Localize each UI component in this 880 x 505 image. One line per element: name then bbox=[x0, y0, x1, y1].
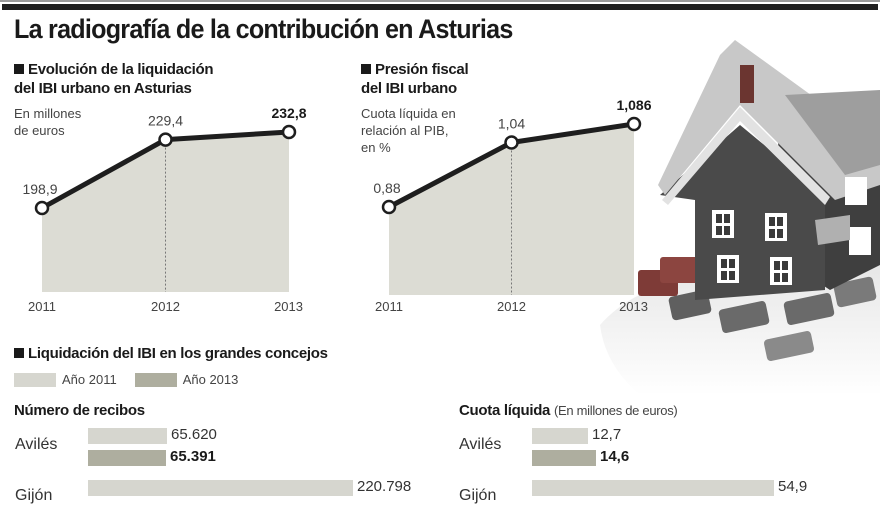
chart1-point bbox=[281, 124, 297, 140]
chart1-value-label: 232,8 bbox=[271, 105, 306, 121]
chart1-title-line1: Evolución de la liquidación bbox=[28, 61, 214, 78]
recibos-bar-value-label: 65.391 bbox=[170, 448, 216, 465]
top-rule-thick bbox=[2, 4, 878, 10]
recibos-bar-2011 bbox=[88, 480, 353, 496]
city-label-aviles-cuota: Avilés bbox=[459, 436, 502, 453]
city-label-gijon-cuota: Gijón bbox=[459, 487, 497, 504]
chart1-unit-line2: de euros bbox=[14, 123, 65, 138]
square-bullet-icon bbox=[361, 64, 371, 74]
chart2-x-tick-label: 2011 bbox=[375, 299, 403, 314]
legend-item-2013: Año 2013 bbox=[134, 372, 239, 387]
legend-label-2011: Año 2011 bbox=[62, 372, 117, 387]
chart2-x-tick-label: 2013 bbox=[619, 299, 648, 314]
recibos-title: Número de recibos bbox=[14, 402, 145, 419]
chart1-point bbox=[34, 200, 50, 216]
chart1-value-label: 198,9 bbox=[22, 181, 57, 197]
legend-label-2013: Año 2013 bbox=[182, 372, 239, 387]
chart1-x-tick-label: 2011 bbox=[28, 299, 56, 314]
chart1-point bbox=[158, 132, 173, 147]
chart2-unit-line1: Cuota líquida en bbox=[361, 106, 456, 121]
recibos-bar-2013 bbox=[88, 450, 166, 466]
chart2-value-label: 0,88 bbox=[373, 180, 400, 196]
cuota-bar-2013 bbox=[532, 450, 596, 466]
recibos-bar-2011 bbox=[88, 428, 167, 444]
chart2-title-line1: Presión fiscal bbox=[375, 61, 469, 78]
city-label-aviles-recibos: Avilés bbox=[15, 436, 58, 453]
section3-title-text: Liquidación del IBI en los grandes conce… bbox=[28, 345, 328, 362]
chart2-unit: Cuota líquida en relación al PIB, en % bbox=[361, 105, 456, 156]
city-label-gijon-recibos: Gijón bbox=[15, 487, 53, 504]
cuota-bar-value-label: 54,9 bbox=[778, 478, 808, 495]
chart2-point bbox=[504, 135, 519, 150]
chart2-value-label: 1,04 bbox=[498, 116, 525, 132]
chart2-title: Presión fiscal del IBI urbano bbox=[361, 60, 469, 98]
cuota-note: (En millones de euros) bbox=[553, 403, 678, 418]
chart1-unit-line1: En millones bbox=[14, 106, 82, 121]
square-bullet-icon bbox=[14, 348, 24, 358]
legend: Año 2011 Año 2013 bbox=[14, 372, 256, 387]
legend-swatch-2011 bbox=[14, 372, 56, 387]
chart2-title-line2: del IBI urbano bbox=[361, 80, 457, 97]
chart2-unit-line2: relación al PIB, bbox=[361, 123, 449, 138]
legend-item-2011: Año 2011 bbox=[14, 372, 117, 387]
top-rule-thin bbox=[0, 0, 880, 2]
page-title: La radiografía de la contribución en Ast… bbox=[14, 14, 513, 44]
chart2-area bbox=[389, 124, 634, 295]
cuota-bar-value-label: 12,7 bbox=[592, 426, 622, 443]
cuota-bar-value-label: 14,6 bbox=[600, 448, 630, 465]
chart1-title: Evolución de la liquidación del IBI urba… bbox=[14, 60, 214, 98]
house-icon bbox=[658, 40, 880, 300]
chart2-unit-line3: en % bbox=[361, 140, 391, 155]
chart1-x-tick-label: 2013 bbox=[274, 299, 303, 314]
cuota-title-text: Cuota líquida bbox=[459, 402, 551, 419]
chart1-value-label: 229,4 bbox=[148, 113, 183, 129]
legend-swatch-2013 bbox=[134, 372, 177, 387]
chart1-x-tick-label: 2012 bbox=[151, 299, 180, 314]
cuota-bar-2011 bbox=[532, 428, 588, 444]
house-calculator-illustration bbox=[600, 40, 880, 395]
section3-title: Liquidación del IBI en los grandes conce… bbox=[14, 344, 328, 363]
chart2-point bbox=[626, 116, 642, 132]
cuota-title: Cuota líquida (En millones de euros) bbox=[459, 402, 678, 419]
chart1-title-line2: del IBI urbano en Asturias bbox=[14, 80, 192, 97]
chart2-x-tick-label: 2012 bbox=[497, 299, 526, 314]
recibos-bar-value-label: 65.620 bbox=[171, 426, 217, 443]
chart2-value-label: 1,086 bbox=[616, 97, 651, 113]
recibos-bar-value-label: 220.798 bbox=[357, 478, 412, 495]
square-bullet-icon bbox=[14, 64, 24, 74]
line-charts: 198,9 2011 229,4 2012 232,8 2013 0,88 2011 1,04 2… bbox=[22, 97, 651, 314]
chart1-unit: En millones de euros bbox=[14, 105, 81, 139]
chart2-point bbox=[381, 199, 397, 215]
cuota-bar-2011 bbox=[532, 480, 774, 496]
